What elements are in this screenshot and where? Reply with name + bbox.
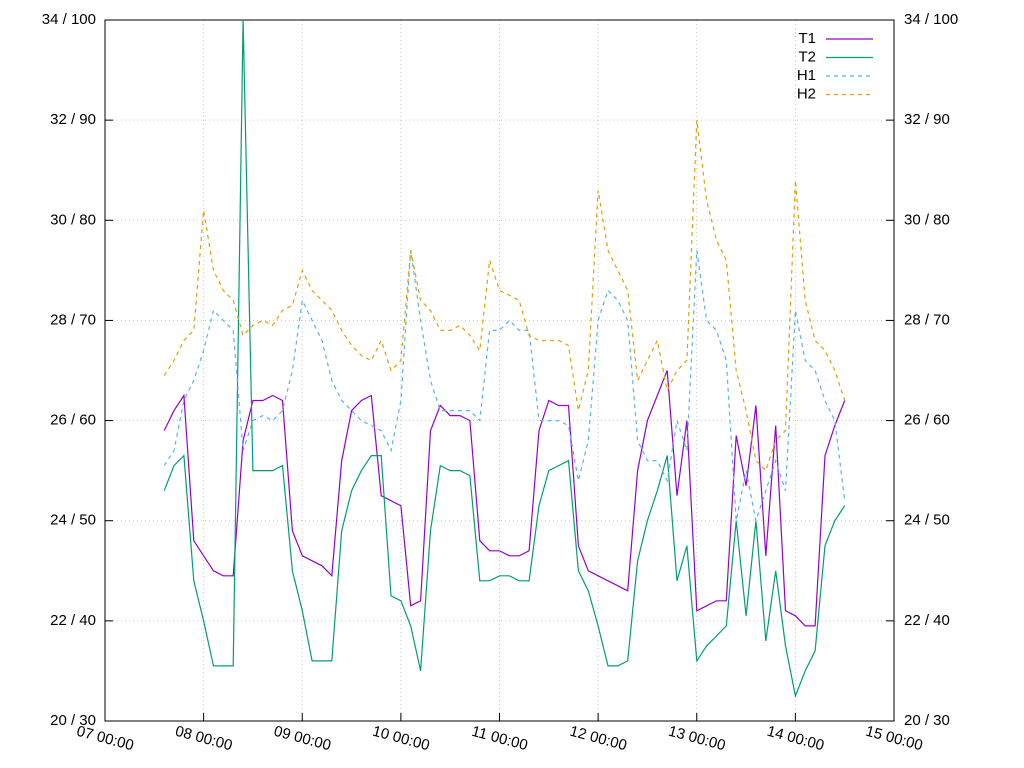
legend-label: T2 bbox=[798, 48, 816, 65]
series-line bbox=[163, 120, 846, 472]
series-line bbox=[163, 370, 846, 627]
y2-tick-label: 26 / 60 bbox=[904, 412, 950, 429]
y2-tick-label: 28 / 70 bbox=[904, 311, 950, 328]
plot-border bbox=[104, 19, 895, 722]
y2-tick-label: 34 / 100 bbox=[904, 11, 958, 28]
y-tick-label: 26 / 60 bbox=[50, 412, 96, 429]
y-tick-label: 28 / 70 bbox=[50, 311, 96, 328]
y-tick-label: 20 / 30 bbox=[50, 712, 96, 729]
legend-label: H1 bbox=[797, 67, 816, 84]
y2-tick-label: 22 / 40 bbox=[904, 612, 950, 629]
y2-tick-label: 32 / 90 bbox=[904, 111, 950, 128]
y-tick-label: 30 / 80 bbox=[50, 211, 96, 228]
series-line bbox=[163, 19, 846, 699]
legend-label: H2 bbox=[797, 85, 816, 102]
y2-tick-label: 20 / 30 bbox=[904, 712, 950, 729]
y-tick-label: 32 / 90 bbox=[50, 111, 96, 128]
y2-tick-label: 24 / 50 bbox=[904, 512, 950, 529]
y-tick-label: 34 / 100 bbox=[42, 11, 96, 28]
y-tick-label: 22 / 40 bbox=[50, 612, 96, 629]
y-tick-label: 24 / 50 bbox=[50, 512, 96, 529]
y2-tick-label: 30 / 80 bbox=[904, 211, 950, 228]
legend-label: T1 bbox=[798, 30, 816, 47]
